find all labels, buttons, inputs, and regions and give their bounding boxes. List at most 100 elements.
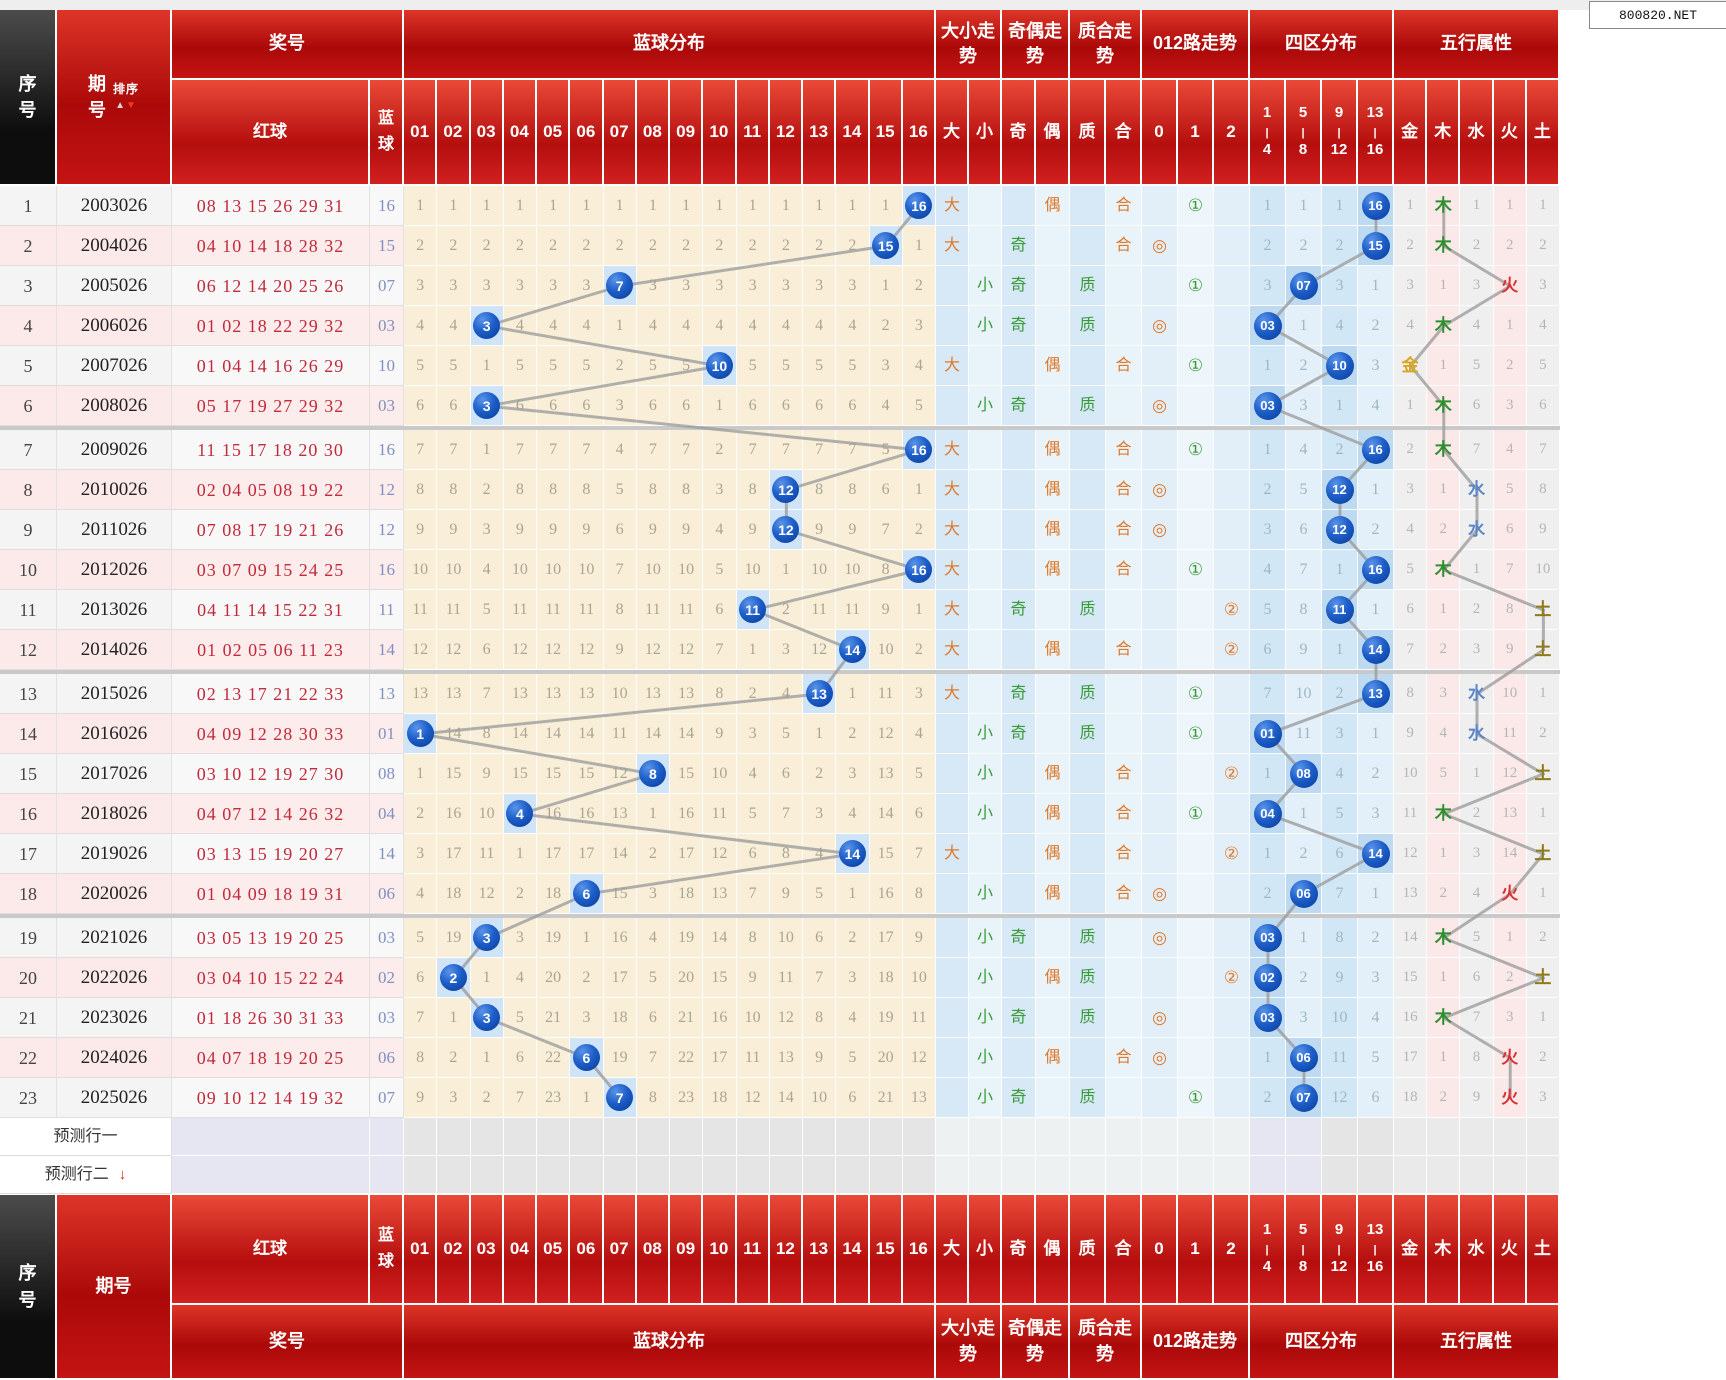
prediction-cell (1070, 1118, 1106, 1156)
trend-cell (1106, 714, 1142, 754)
element-cell: 18 (1394, 1078, 1428, 1118)
trend-cell: 质 (1070, 266, 1106, 306)
dist-cell: 18 (703, 1078, 737, 1118)
dist-cell: 8 (537, 470, 571, 510)
footer-pair-5: 合 (1106, 1195, 1142, 1305)
element-cell: 1 (1427, 958, 1461, 998)
zone-hit-ball: 04 (1253, 799, 1282, 828)
dist-cell: 9 (404, 1078, 438, 1118)
dist-cell: 11 (803, 590, 837, 630)
dist-cell: 1 (470, 346, 504, 386)
dist-hit-ball: 6 (572, 880, 600, 907)
seq-cell: 10 (0, 550, 57, 590)
trend-cell (969, 674, 1002, 714)
zone-cell: 1 (1286, 306, 1322, 346)
red-balls-cell: 01 02 05 06 11 23 (172, 630, 370, 670)
element-cell: 10 (1526, 550, 1560, 590)
zone-cell: 5 (1250, 590, 1286, 630)
prediction-cell (1106, 1118, 1142, 1156)
element-hit: 木 (1434, 928, 1452, 947)
sort-down-icon[interactable]: ▼ (125, 99, 137, 111)
dist-cell: 2 (537, 226, 571, 266)
prediction-cell (636, 1118, 670, 1156)
dist-cell: 22 (670, 1038, 704, 1078)
element-hit: 水 (1467, 684, 1485, 703)
footer-pair-4: 质 (1070, 1195, 1106, 1305)
footer-ball-03: 03 (470, 1195, 504, 1305)
dist-cell: 6 (470, 630, 504, 670)
seq-cell: 22 (0, 1038, 57, 1078)
route-cell: ② (1214, 834, 1250, 874)
element-cell: 3 (1394, 470, 1428, 510)
dist-cell: 8 (736, 470, 770, 510)
dist-cell: 2 (836, 714, 870, 754)
trend-cell: 质 (1070, 674, 1106, 714)
element-cell: 5 (1526, 346, 1560, 386)
red-balls-cell: 01 02 18 22 29 32 (172, 306, 370, 346)
trend-cell (969, 470, 1002, 510)
zone-cell: 1 (1322, 186, 1358, 226)
element-cell: 水 (1460, 674, 1494, 714)
element-hit: 土 (1534, 968, 1552, 987)
dist-cell: 15 (537, 754, 571, 794)
dist-cell: 13 (636, 674, 670, 714)
trend-cell: 质 (1070, 918, 1106, 958)
dist-cell: 1 (836, 186, 870, 226)
zone-cell: 4 (1250, 550, 1286, 590)
dist-cell: 11 (636, 590, 670, 630)
trend-cell: 合 (1106, 470, 1142, 510)
prediction-cell (570, 1118, 604, 1156)
trend-cell: 合 (1106, 550, 1142, 590)
prediction-cell (370, 1156, 404, 1194)
trend-cell (1002, 510, 1036, 550)
trend-cell: 奇 (1002, 1078, 1036, 1118)
trend-cell: 大 (936, 346, 969, 386)
footer-blue_dist: 蓝球分布 (404, 1305, 936, 1380)
route-cell (1178, 918, 1214, 958)
trend-cell: 小 (969, 794, 1002, 834)
header-pair-3: 偶 (1036, 80, 1070, 186)
dist-cell: 7 (404, 998, 438, 1038)
dist-cell: 2 (503, 874, 537, 914)
trend-cell: 奇 (1002, 226, 1036, 266)
zone-cell: 1 (1358, 714, 1394, 754)
dist-cell: 6 (404, 386, 438, 426)
prediction-cell (603, 1156, 637, 1194)
trend-cell: 小 (969, 918, 1002, 958)
element-cell: 2 (1427, 510, 1461, 550)
element-cell: 4 (1394, 510, 1428, 550)
dist-cell: 12 (769, 470, 803, 510)
element-cell: 1 (1460, 754, 1494, 794)
sort-up-icon[interactable]: ▲ (115, 99, 126, 111)
header-ball-09: 09 (670, 80, 704, 186)
route-cell: ◎ (1142, 226, 1178, 266)
dist-cell: 1 (836, 674, 870, 714)
route-cell (1142, 674, 1178, 714)
route-cell (1142, 958, 1178, 998)
dist-cell: 7 (736, 874, 770, 914)
trend-cell: 质 (1070, 386, 1106, 426)
route-cell (1142, 186, 1178, 226)
zone-cell: 5 (1286, 470, 1322, 510)
dist-hit-ball: 2 (439, 964, 467, 991)
zone-cell: 3 (1286, 386, 1322, 426)
zone-cell: 11 (1286, 714, 1322, 754)
dist-cell: 3 (703, 266, 737, 306)
trend-cell: 小 (969, 958, 1002, 998)
element-cell: 17 (1394, 1038, 1428, 1078)
trend-cell (969, 630, 1002, 670)
dist-cell: 17 (703, 1038, 737, 1078)
dist-cell: 4 (470, 550, 504, 590)
dist-cell: 11 (769, 958, 803, 998)
element-cell: 2 (1460, 794, 1494, 834)
trend-cell: 奇 (1002, 386, 1036, 426)
dist-cell: 1 (570, 186, 604, 226)
dist-cell: 16 (703, 998, 737, 1038)
dist-cell: 4 (437, 306, 471, 346)
dist-cell: 3 (470, 918, 504, 958)
trend-cell (1002, 754, 1036, 794)
dist-cell: 14 (570, 714, 604, 754)
route-cell: ◎ (1142, 386, 1178, 426)
sort-control[interactable]: 排序 ▲▼ (113, 81, 139, 113)
